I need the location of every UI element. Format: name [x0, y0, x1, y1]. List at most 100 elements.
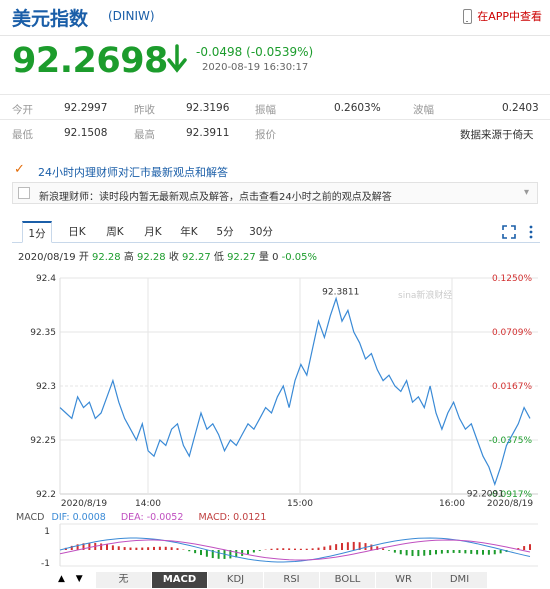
macd-bar: [458, 550, 461, 554]
indicator-tab-boll[interactable]: BOLL: [320, 572, 376, 588]
macd-bar: [405, 550, 408, 556]
stats-row: 今开 92.2997 昨收 92.3196 振幅 0.2603% 波幅 0.24…: [0, 94, 550, 124]
stat-value: 数据来源于倚天: [460, 129, 534, 141]
watermark: sina新浪财经: [398, 289, 452, 301]
macd-bar: [258, 550, 261, 551]
open-in-app-link[interactable]: 在APP中查看: [463, 8, 542, 24]
macd-bar: [217, 550, 220, 559]
macd-bar: [341, 543, 343, 550]
macd-bar: [82, 543, 85, 550]
macd-bar: [158, 546, 161, 550]
current-price: 92.2698: [12, 41, 168, 81]
advisor-note[interactable]: 新浪理财师：读时段内暂无最新观点及解答，点击查看24小时之前的观点及解答 ▾: [12, 182, 538, 204]
tab-30min[interactable]: 30分: [249, 226, 273, 238]
stat-value: 92.3196: [186, 102, 230, 114]
price-series-line: [59, 296, 531, 487]
open-in-app-label: 在APP中查看: [477, 10, 542, 23]
tab-weekly-k[interactable]: 周K: [106, 226, 124, 238]
macd-bar: [188, 550, 191, 552]
indicator-tab-wr[interactable]: WR: [376, 572, 432, 588]
macd-bar: [76, 544, 79, 550]
info-high: 92.28: [137, 252, 166, 263]
low-label: 92.2091: [467, 489, 504, 499]
stat-value: 92.3911: [186, 127, 230, 139]
macd-bar: [135, 547, 138, 550]
macd-bar: [417, 550, 420, 557]
advisor-note-text: 新浪理财师：读时段内暂无最新观点及解答，点击查看24小时之前的观点及解答: [39, 192, 392, 203]
macd-bar: [70, 545, 73, 550]
info-date: 2020/08/19: [18, 252, 76, 263]
indicator-tabs: 无 MACD KDJ RSI BOLL WR DMI: [56, 572, 488, 588]
fullscreen-icon[interactable]: [502, 225, 516, 239]
tab-daily-k[interactable]: 日K: [68, 226, 86, 238]
right-axis-labels: 0.1250% 0.0709% 0.0167% -0.0375% -0.0917%: [489, 274, 533, 500]
x-tick-label: 16:00: [439, 499, 465, 509]
info-vol: 0: [272, 252, 279, 263]
pan-left-icon[interactable]: ▲: [58, 574, 65, 584]
trend-check-icon: ✓: [14, 162, 25, 177]
stat-label: 报价: [255, 129, 276, 141]
macd-bar: [376, 546, 379, 550]
more-options-icon[interactable]: [528, 225, 534, 239]
macd-bar: [282, 548, 285, 550]
announcement-link[interactable]: ✓ 24小时内理财师对汇市最新观点和解答: [10, 160, 538, 182]
info-high-label: 高: [123, 252, 134, 263]
indicator-tab-kdj[interactable]: KDJ: [208, 572, 264, 588]
stat-label: 最低: [12, 129, 33, 141]
macd-bar: [288, 548, 291, 550]
price-change: -0.0498 (-0.0539%): [196, 45, 314, 59]
tab-5min[interactable]: 5分: [216, 226, 234, 238]
down-arrow-icon: [167, 44, 187, 73]
macd-bar: [393, 550, 396, 553]
indicator-tab-macd[interactable]: MACD: [152, 572, 208, 588]
macd-bar: [388, 550, 390, 551]
macd-bar: [153, 546, 155, 550]
pan-right-icon[interactable]: ▼: [75, 574, 83, 584]
macd-bar: [493, 550, 496, 555]
macd-bar: [129, 547, 132, 550]
indicator-tab-rsi[interactable]: RSI: [264, 572, 320, 588]
macd-bar: [523, 546, 526, 550]
tab-monthly-k[interactable]: 月K: [144, 226, 162, 238]
tab-yearly-k[interactable]: 年K: [180, 226, 198, 238]
indicator-tab-none[interactable]: 无: [96, 572, 152, 588]
macd-histogram: [64, 541, 531, 559]
stat-label: 今开: [12, 104, 33, 116]
macd-dif: DIF: 0.0008: [51, 512, 106, 523]
stat-value: 92.2997: [64, 102, 108, 114]
info-open-label: 开: [78, 252, 89, 263]
macd-bar: [241, 550, 244, 556]
macd-bar: [323, 546, 326, 550]
expand-chevron-icon[interactable]: ▾: [523, 187, 529, 198]
y-axis-labels: 92.4 92.35 92.3 92.25 92.2: [30, 274, 56, 500]
announcement-title: 24小时内理财师对汇市最新观点和解答: [38, 166, 228, 179]
macd-bar: [305, 548, 308, 550]
indicator-tab-dmi[interactable]: DMI: [432, 572, 488, 588]
macd-dif-line: [59, 537, 531, 563]
macd-dea-line: [59, 539, 531, 561]
stat-label: 最高: [134, 129, 155, 141]
page-header: 美元指数 (DINIW) 在APP中查看: [0, 0, 550, 36]
macd-bar: [176, 548, 179, 550]
macd-bar: [499, 550, 502, 554]
y-tick-label: 92.25: [30, 436, 56, 446]
macd-bar: [382, 548, 385, 550]
page-title: 美元指数: [12, 8, 89, 30]
quote-timestamp: 2020-08-19 16:30:17: [202, 62, 309, 73]
chart-period-tabs: 1分 日K 周K 月K 年K 5分 30分: [12, 221, 540, 243]
info-close: 92.27: [182, 252, 211, 263]
macd-chart[interactable]: 1 -1: [0, 522, 550, 570]
macd-legend: MACD DIF: 0.0008 DEA: -0.0052 MACD: 0.01…: [16, 512, 266, 523]
macd-bar: [164, 546, 167, 550]
right-tick-label: 0.0709%: [492, 328, 532, 338]
x-tick-label: 15:00: [287, 499, 313, 509]
macd-dea: DEA: -0.0052: [120, 512, 184, 523]
info-low-label: 低: [213, 252, 224, 263]
tab-1min[interactable]: 1分: [22, 221, 52, 243]
macd-bar: [370, 544, 373, 550]
x-tick-label: 2020/8/19: [487, 499, 533, 509]
macd-bar: [352, 541, 355, 550]
macd-bar: [205, 550, 208, 557]
phone-icon: [463, 8, 473, 24]
